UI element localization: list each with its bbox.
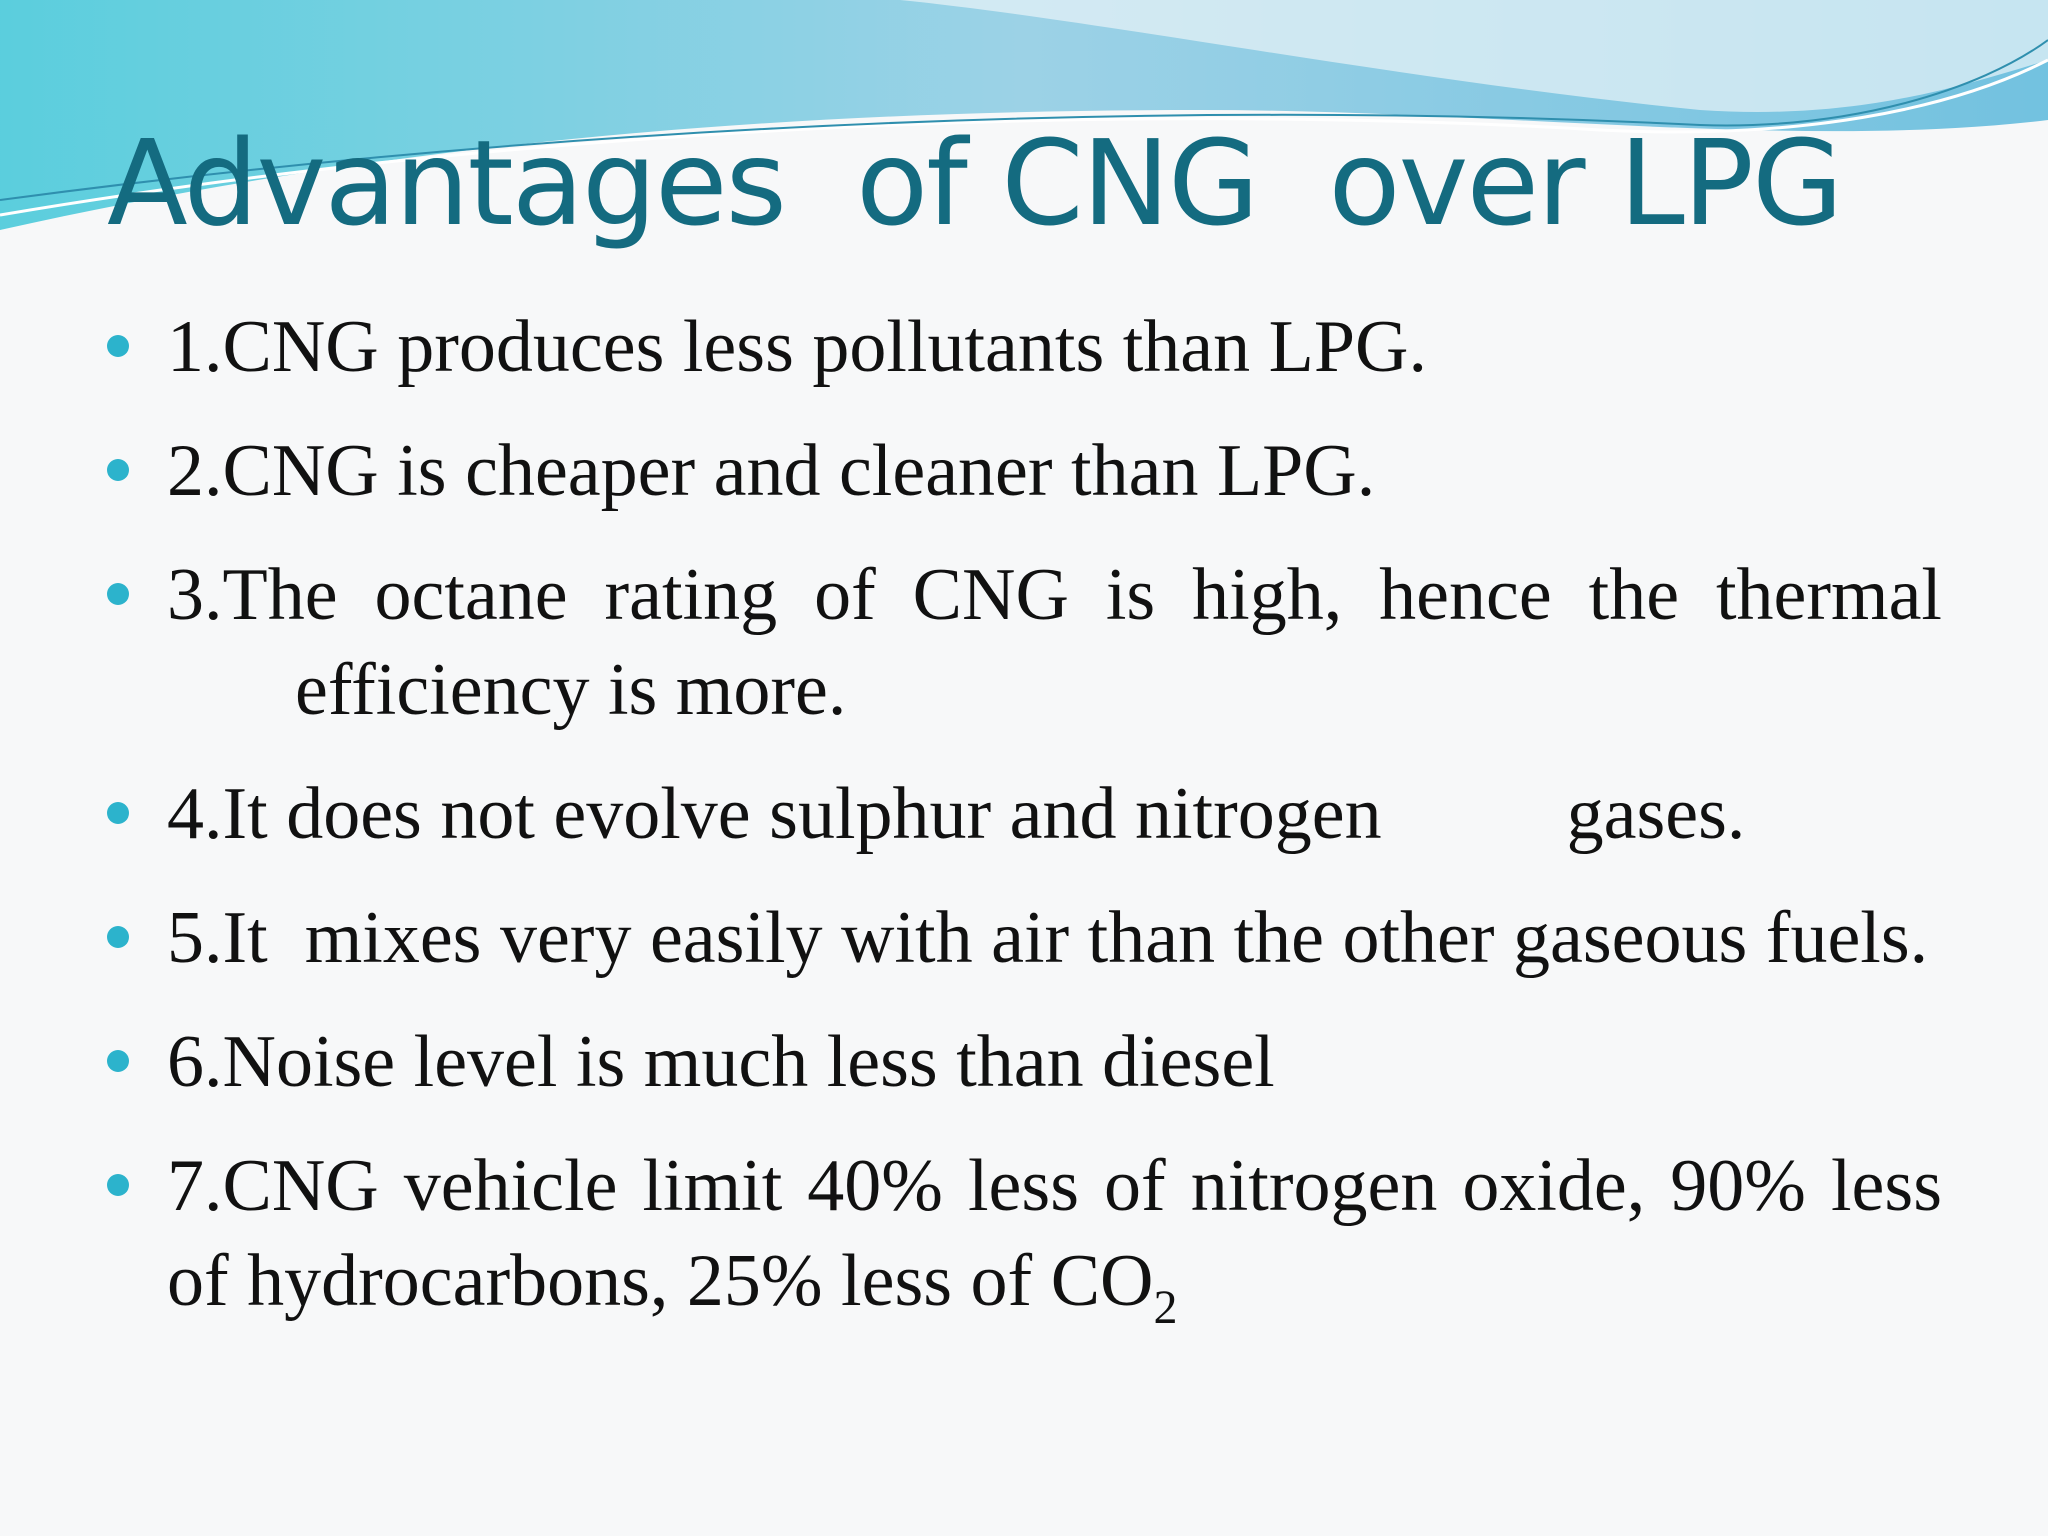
bullet-dot <box>107 926 129 948</box>
bullet-list: 1.CNG produces less pollutants than LPG.… <box>107 300 1942 1358</box>
bullet-item: 3.The octane rating of CNG is high, henc… <box>107 548 1942 738</box>
wave <box>0 0 2048 112</box>
wave-line <box>0 58 2048 217</box>
bullet-text: 6.Noise level is much less than diesel <box>167 1021 1275 1103</box>
bullet-dot <box>107 459 129 481</box>
bullet-text: 2.CNG is cheaper and cleaner than LPG. <box>167 430 1376 512</box>
bullet-dot <box>107 802 129 824</box>
bullet-text: 3.The octane rating of CNG is high, henc… <box>167 554 1942 731</box>
bullet-text: 7.CNG vehicle limit 40% less of nitrogen… <box>167 1145 1942 1322</box>
bullet-item: 2.CNG is cheaper and cleaner than LPG. <box>107 424 1942 519</box>
bullet-dot <box>107 1050 129 1072</box>
bullet-text: 5.It mixes very easily with air than the… <box>167 897 1929 979</box>
bullet-item: 1.CNG produces less pollutants than LPG. <box>107 300 1942 395</box>
bullet-text: 1.CNG produces less pollutants than LPG. <box>167 306 1427 388</box>
bullet-item: 4.It does not evolve sulphur and nitroge… <box>107 767 1942 862</box>
bullet-text: 4.It does not evolve sulphur and nitroge… <box>167 773 1746 855</box>
bullet-dot <box>107 583 129 605</box>
wave-line <box>0 39 2048 201</box>
bullet-dot <box>107 335 129 357</box>
subscript: 2 <box>1153 1281 1178 1334</box>
bullet-item: 5.It mixes very easily with air than the… <box>107 891 1942 986</box>
slide-title: Advantages of CNG over LPG <box>107 114 1843 252</box>
bullet-dot <box>107 1174 129 1196</box>
bullet-item: 7.CNG vehicle limit 40% less of nitrogen… <box>107 1139 1942 1332</box>
bullet-item: 6.Noise level is much less than diesel <box>107 1015 1942 1110</box>
